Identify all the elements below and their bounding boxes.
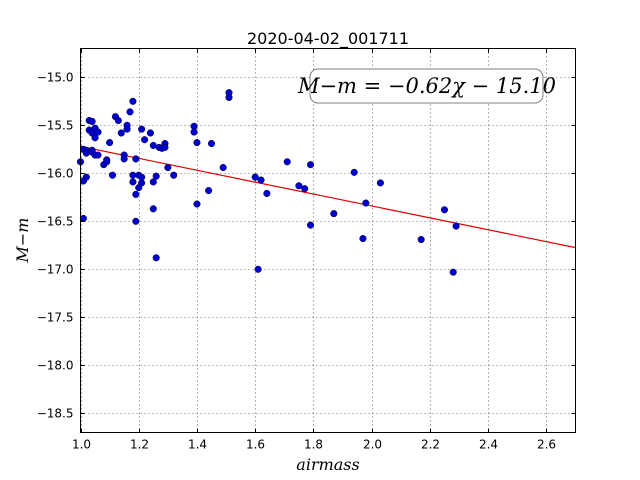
- data-point: [146, 129, 154, 137]
- x-tick-label: 1.4: [188, 438, 207, 452]
- data-point: [141, 136, 149, 144]
- data-point: [295, 182, 303, 190]
- data-point: [417, 235, 425, 244]
- data-point: [132, 217, 140, 225]
- data-point: [120, 155, 128, 163]
- data-point: [108, 171, 117, 179]
- data-point: [88, 117, 96, 126]
- data-point: [452, 222, 460, 230]
- x-tick-label: 1.6: [246, 438, 265, 452]
- data-point: [306, 161, 315, 169]
- data-point: [251, 173, 259, 181]
- x-tick-label: 2.0: [363, 438, 382, 452]
- chart-title: 2020-04-02_001711: [247, 29, 409, 49]
- plot-frame: [80, 48, 576, 433]
- data-point: [138, 173, 146, 181]
- data-point: [193, 139, 201, 147]
- fit-equation-box: M−m = −0.62χ − 15.10: [297, 68, 556, 104]
- y-axis-label: M−m: [13, 218, 32, 264]
- x-tick-label: 2.4: [479, 438, 498, 452]
- data-point: [149, 205, 157, 213]
- x-tick-label: 1.0: [72, 438, 91, 452]
- data-point: [82, 149, 90, 157]
- data-point: [114, 116, 122, 125]
- data-point: [257, 176, 265, 184]
- x-tick-labels: 1.0 1.2 1.4 1.6 1.8 2.0 2.2 2.4 2.6: [72, 438, 556, 452]
- data-point: [190, 128, 198, 136]
- data-point: [79, 214, 87, 222]
- y-tick-label: −17.5: [37, 311, 74, 325]
- data-point: [91, 134, 99, 142]
- data-point: [359, 235, 367, 243]
- data-point: [152, 254, 160, 262]
- y-tick-label: −18.5: [37, 407, 74, 421]
- data-point: [129, 178, 137, 186]
- data-point: [449, 268, 457, 276]
- data-point: [170, 171, 178, 179]
- data-point: [161, 143, 169, 151]
- x-tick-label: 2.2: [421, 438, 440, 452]
- data-point: [207, 139, 216, 148]
- data-point: [225, 93, 233, 102]
- data-point: [117, 129, 125, 137]
- fit-line: [80, 145, 576, 249]
- data-point: [82, 173, 90, 181]
- y-tick-labels: −15.0 −15.5 −16.0 −16.5 −17.0 −17.5 −18.0 −18.5: [37, 71, 74, 421]
- data-point: [106, 139, 114, 147]
- data-point: [126, 108, 134, 116]
- data-point: [306, 221, 315, 229]
- y-tick-label: −18.0: [37, 359, 74, 373]
- data-point: [103, 158, 111, 166]
- fit-line-group: [80, 145, 576, 249]
- fit-equation-frame: [309, 68, 544, 104]
- data-point: [219, 163, 227, 172]
- data-point: [149, 178, 157, 186]
- y-tick-label: −16.5: [37, 215, 74, 229]
- data-point: [301, 185, 309, 193]
- data-point: [263, 189, 271, 198]
- data-point: [94, 151, 102, 159]
- data-point: [330, 210, 338, 218]
- grid: [80, 48, 576, 433]
- y-tick-label: −15.5: [37, 119, 74, 133]
- data-point: [94, 128, 102, 136]
- data-point: [152, 172, 160, 180]
- axis-ticks: [80, 48, 576, 433]
- data-point: [350, 168, 358, 176]
- data-point: [193, 200, 201, 208]
- data-point: [132, 155, 140, 163]
- data-point: [164, 163, 172, 172]
- y-tick-label: −17.0: [37, 263, 74, 277]
- data-point: [362, 199, 370, 207]
- fit-equation: M−m = −0.62χ − 15.10: [297, 74, 556, 98]
- y-tick-label: −16.0: [37, 167, 74, 181]
- data-point: [376, 179, 384, 187]
- data-point: [132, 190, 140, 198]
- y-tick-label: −15.0: [37, 71, 74, 85]
- x-axis-label: airmass: [296, 455, 359, 474]
- data-point: [254, 265, 262, 273]
- data-point: [123, 125, 131, 133]
- data-points: [76, 89, 460, 276]
- data-point: [138, 125, 146, 133]
- x-tick-label: 1.8: [304, 438, 323, 452]
- x-tick-label: 2.6: [537, 438, 556, 452]
- data-point: [129, 97, 137, 105]
- data-point: [205, 187, 213, 195]
- x-tick-label: 1.2: [130, 438, 149, 452]
- data-point: [283, 158, 291, 166]
- data-point: [440, 206, 449, 214]
